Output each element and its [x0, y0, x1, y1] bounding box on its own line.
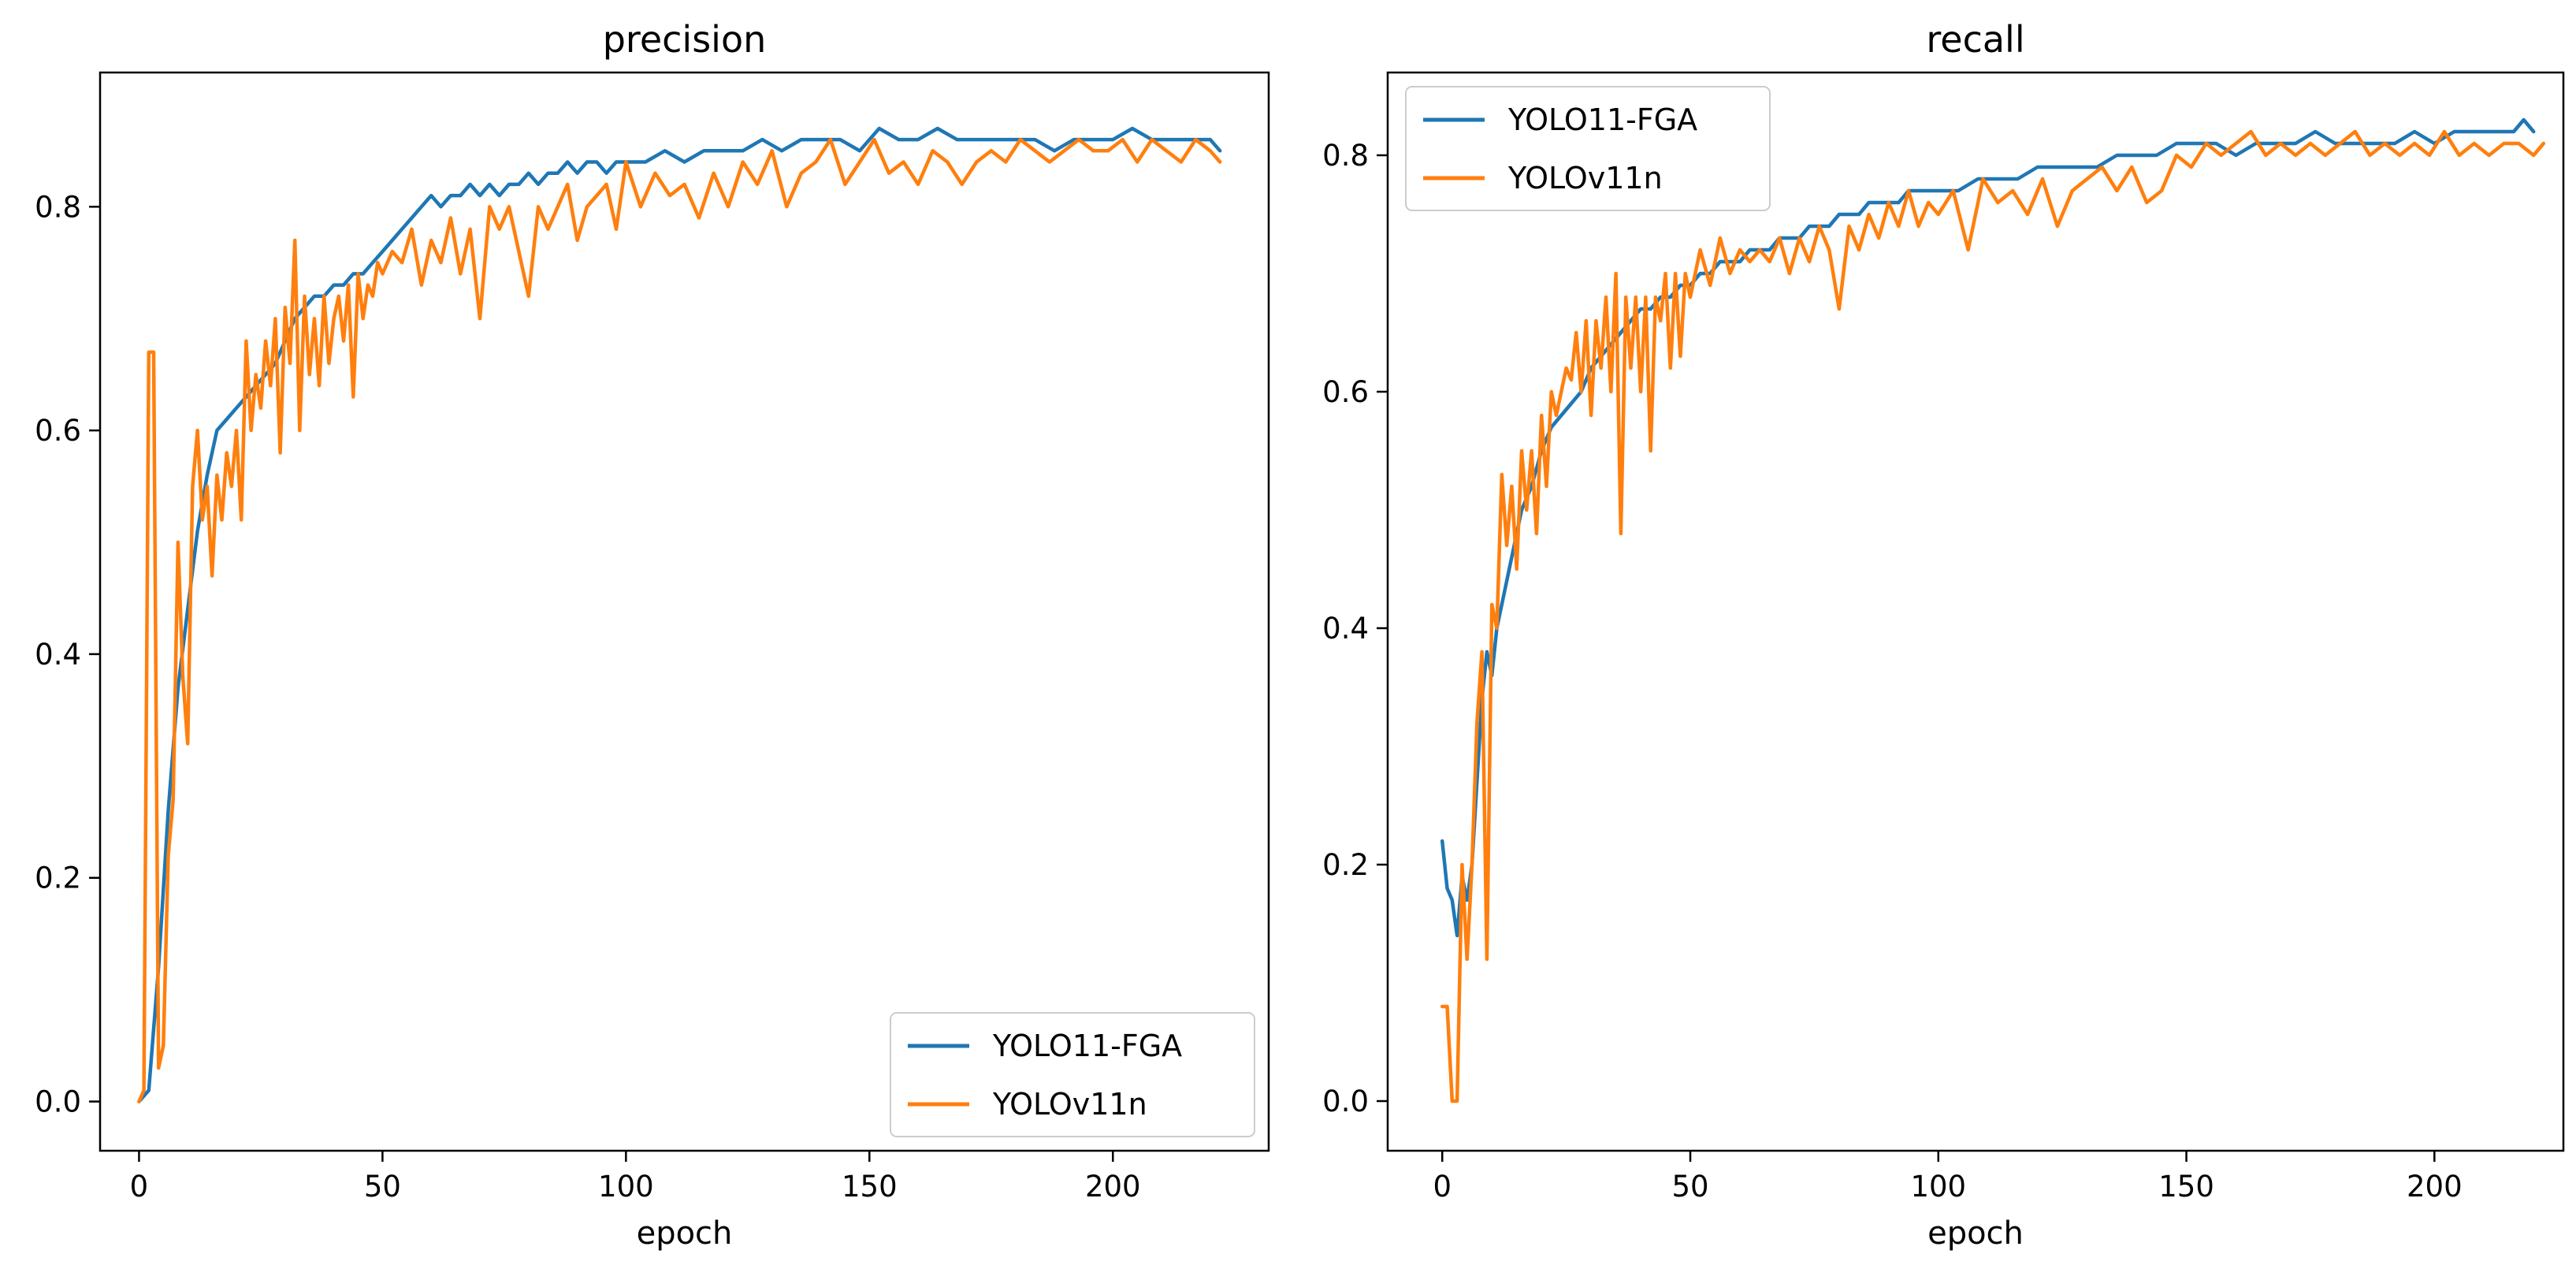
x-tick-label: 200 — [2407, 1170, 2463, 1204]
y-tick-label: 0.2 — [35, 861, 81, 895]
y-tick-label: 0.4 — [35, 638, 81, 672]
precision-chart: precision 0 50 100 150 200 0.0 0.2 0.4 0.6 0.8 epoc… — [35, 18, 1270, 1252]
x-tick-label: 200 — [1085, 1170, 1141, 1204]
y-tick-label: 0.2 — [1322, 848, 1369, 882]
chart-title: recall — [1926, 18, 2024, 61]
series-line-yolo11-fga — [137, 126, 1222, 1103]
series-line-yolov11n — [137, 137, 1222, 1103]
plot-frame — [99, 71, 1270, 1152]
legend-frame — [890, 1012, 1255, 1137]
y-tick-label: 0.0 — [35, 1085, 81, 1119]
x-tick-label: 0 — [1433, 1170, 1452, 1204]
x-tick-label: 50 — [1671, 1170, 1708, 1204]
legend: YOLO11-FGA YOLOv11n — [890, 1012, 1255, 1137]
recall-chart: recall 0 50 100 150 200 0.0 0.2 0.4 0.6 0.8 epoch YO… — [1322, 18, 2565, 1252]
x-tick-label: 150 — [842, 1170, 898, 1204]
series-line-yolo11-fga — [1440, 117, 2536, 938]
y-tick-label: 0.6 — [35, 414, 81, 448]
legend-label: YOLOv11n — [992, 1087, 1147, 1122]
legend-label: YOLO11-FGA — [1507, 102, 1697, 137]
series-line-yolov11n — [1440, 129, 2546, 1103]
x-tick-label: 50 — [364, 1170, 401, 1204]
y-tick-label: 0.8 — [35, 190, 81, 224]
y-tick-label: 0.6 — [1322, 375, 1369, 409]
legend-label: YOLOv11n — [1507, 161, 1663, 195]
x-axis-label: epoch — [637, 1215, 733, 1252]
x-tick-label: 100 — [1910, 1170, 1966, 1204]
chart-title: precision — [603, 18, 767, 61]
legend-label: YOLO11-FGA — [992, 1029, 1182, 1063]
x-tick-label: 100 — [598, 1170, 654, 1204]
y-tick-label: 0.8 — [1322, 139, 1369, 173]
x-tick-label: 0 — [130, 1170, 149, 1204]
x-tick-label: 150 — [2158, 1170, 2214, 1204]
plot-frame — [1386, 71, 2565, 1152]
legend: YOLO11-FGA YOLOv11n — [1405, 86, 1771, 211]
y-tick-label: 0.4 — [1322, 612, 1369, 646]
x-axis-label: epoch — [1927, 1215, 2024, 1252]
y-tick-label: 0.0 — [1322, 1085, 1369, 1118]
legend-frame — [1405, 86, 1771, 211]
